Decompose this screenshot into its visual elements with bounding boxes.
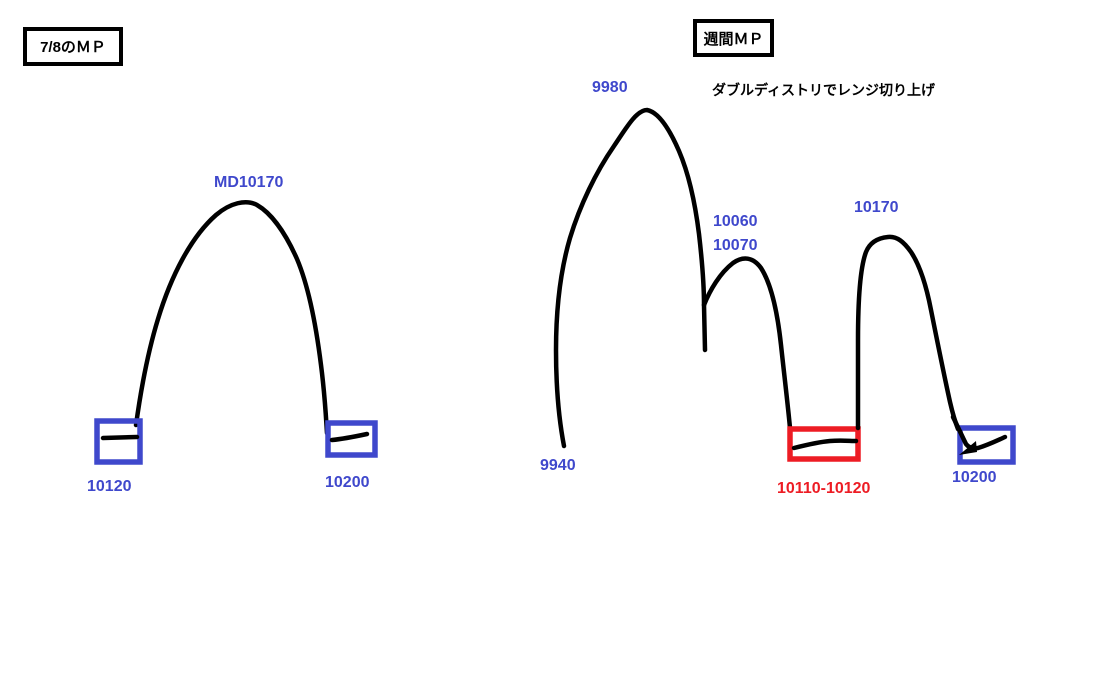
right-chart-mid-lower-label: 10070 [713, 237, 758, 254]
down-left-arrowhead-icon [959, 441, 977, 455]
right-chart-red-box-label: 10110-10120 [777, 480, 871, 497]
left-profile-curve [133, 200, 330, 436]
right-profile-curve-middle [701, 256, 793, 431]
left-chart-right-box-line [329, 431, 370, 443]
right-chart-peak3-label: 10170 [854, 199, 899, 216]
left-chart-right-box [325, 420, 378, 458]
right-chart-blue-box-label: 10200 [952, 469, 997, 486]
right-profile-curve-first [553, 107, 708, 449]
right-chart-title-box: 週間ＭＰ [693, 19, 774, 57]
left-chart-title: 7/8のＭＰ [40, 39, 106, 56]
right-chart-title: 週間ＭＰ [703, 30, 764, 48]
left-chart-title-box: 7/8のＭＰ [23, 27, 123, 66]
left-chart-right-box-label: 10200 [325, 474, 370, 491]
left-chart-left-box [94, 418, 143, 465]
right-chart-red-box [787, 426, 861, 462]
right-chart-peak1-label: 9980 [592, 79, 628, 96]
right-chart-mid-upper-label: 10060 [713, 213, 758, 230]
right-profile-curve-third [855, 234, 961, 432]
right-chart-red-box-line [791, 438, 859, 451]
left-chart-peak-label: MD10170 [214, 174, 284, 191]
right-chart-start-label: 9940 [540, 457, 576, 474]
right-chart-blue-box [957, 425, 1016, 465]
right-chart-annotation: ダブルディストリでレンジ切り上げ [712, 82, 936, 98]
left-chart-left-box-line [100, 434, 140, 441]
left-chart-left-box-label: 10120 [87, 478, 132, 495]
